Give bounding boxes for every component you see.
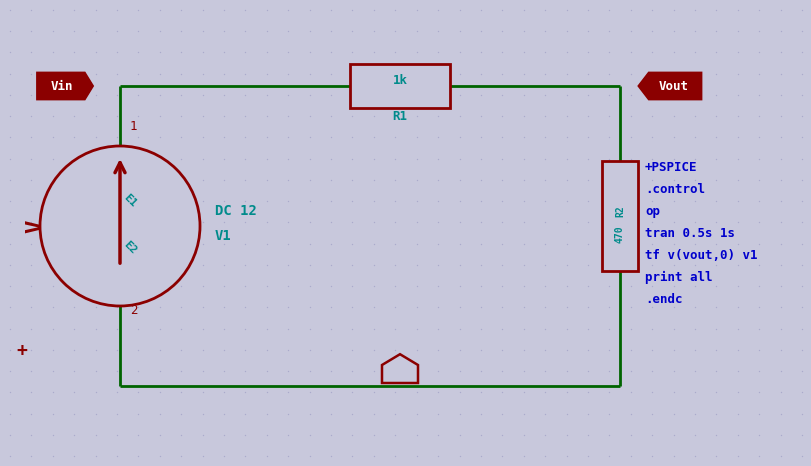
FancyBboxPatch shape — [601, 161, 637, 271]
Text: op: op — [644, 205, 659, 218]
Text: E2: E2 — [122, 240, 138, 256]
Text: tran 0.5s 1s: tran 0.5s 1s — [644, 227, 734, 240]
Text: 1: 1 — [130, 119, 137, 132]
Text: +: + — [16, 342, 28, 360]
Text: R1: R1 — [392, 110, 407, 123]
Text: R2: R2 — [614, 205, 624, 217]
Text: 1k: 1k — [392, 74, 407, 87]
Text: V1: V1 — [215, 229, 231, 243]
Text: tf v(vout,0) v1: tf v(vout,0) v1 — [644, 249, 757, 262]
Text: V: V — [25, 219, 45, 233]
FancyBboxPatch shape — [350, 64, 449, 108]
Text: .control: .control — [644, 183, 704, 196]
Text: .endc: .endc — [644, 293, 682, 306]
Text: 2: 2 — [130, 304, 137, 317]
Text: Vout: Vout — [659, 80, 689, 92]
Polygon shape — [37, 73, 92, 99]
Circle shape — [40, 146, 200, 306]
Text: 470: 470 — [614, 225, 624, 243]
Polygon shape — [381, 354, 418, 383]
Text: +PSPICE: +PSPICE — [644, 161, 697, 174]
Text: E1: E1 — [122, 193, 138, 209]
Text: Vin: Vin — [50, 80, 73, 92]
Text: print all: print all — [644, 271, 711, 284]
Text: DC 12: DC 12 — [215, 204, 256, 218]
Polygon shape — [638, 73, 700, 99]
